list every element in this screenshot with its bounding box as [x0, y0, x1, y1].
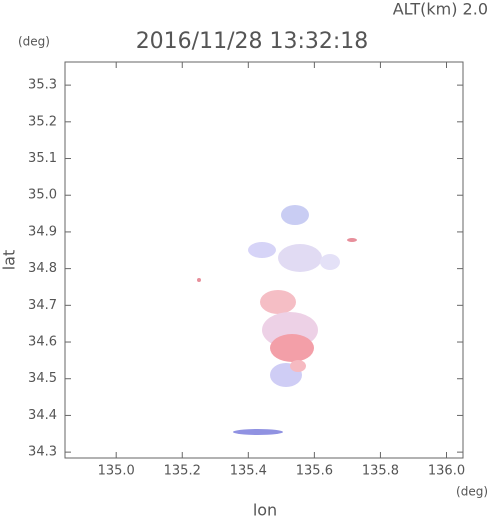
x-tick-label: 135.0	[98, 464, 135, 479]
y-tick-label: 35.0	[28, 188, 57, 203]
echo	[260, 290, 296, 314]
x-tick-label: 135.2	[164, 464, 201, 479]
x-tick-label: 135.8	[362, 464, 399, 479]
echo	[290, 360, 306, 372]
y-tick-label: 34.8	[28, 261, 57, 276]
x-tick-label: 135.6	[296, 464, 333, 479]
echo	[197, 278, 201, 282]
y-axis-label: lat	[0, 250, 19, 271]
echo	[248, 242, 276, 258]
y-tick-label: 34.9	[28, 224, 57, 239]
chart-title: 2016/11/28 13:32:18	[136, 29, 369, 54]
echo	[278, 244, 322, 272]
echo	[347, 238, 357, 242]
echo	[270, 334, 314, 362]
echo	[233, 429, 283, 435]
y-tick-label: 34.7	[28, 298, 57, 313]
y-tick-label: 34.6	[28, 335, 57, 350]
y-tick-label: 34.4	[28, 408, 57, 423]
x-axis-label: lon	[253, 501, 277, 520]
x-tick-label: 136.0	[428, 464, 465, 479]
y-tick-label: 35.3	[28, 78, 57, 93]
plot-frame	[64, 61, 464, 459]
y-tick-label: 35.1	[28, 151, 57, 166]
echo	[281, 205, 309, 225]
y-tick-label: 35.2	[28, 114, 57, 129]
y-tick-label: 34.3	[28, 445, 57, 460]
echo	[320, 254, 340, 270]
x-tick-label: 135.4	[230, 464, 267, 479]
radar-echoes	[197, 205, 357, 435]
y-unit: (deg)	[18, 35, 50, 49]
altitude-label: ALT(km) 2.0	[393, 0, 488, 19]
y-tick-label: 34.5	[28, 371, 57, 386]
x-unit: (deg)	[456, 485, 488, 499]
